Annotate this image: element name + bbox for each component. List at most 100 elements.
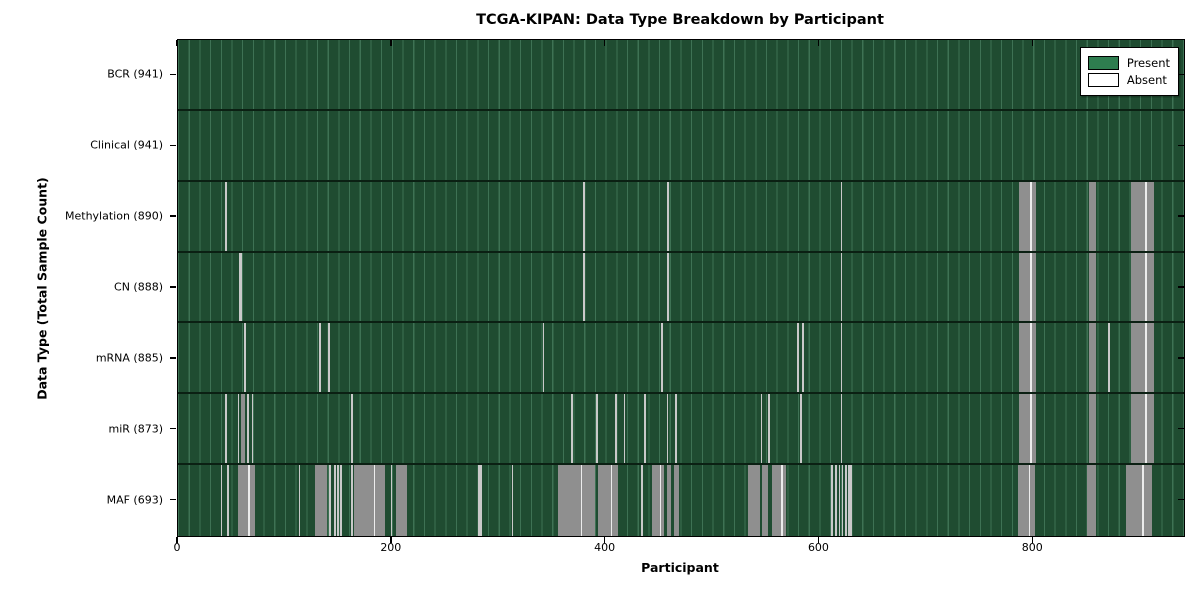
absent-stripe <box>845 465 847 536</box>
absent-stripe <box>237 465 255 536</box>
absent-stripe-highlight <box>659 465 662 536</box>
y-tick-label-bcr: BCR (941) <box>107 67 163 81</box>
absent-stripe <box>644 394 646 464</box>
absent-stripe <box>1019 323 1037 393</box>
x-tick-mark-top <box>817 40 820 46</box>
y-tick-mark-right <box>1178 498 1184 501</box>
absent-stripe <box>800 394 802 464</box>
y-tick-label-maf: MAF (693) <box>106 493 163 507</box>
absent-stripe-highlight <box>610 465 613 536</box>
x-tick-mark-top <box>176 40 178 46</box>
heatmap-row-maf <box>178 465 1184 536</box>
absent-stripe <box>666 465 671 536</box>
absent-stripe-highlight <box>1145 252 1147 322</box>
absent-stripe <box>225 181 228 251</box>
absent-stripe-highlight <box>248 465 251 536</box>
absent-stripe <box>841 465 844 536</box>
y-tick-mark-left <box>170 144 176 147</box>
absent-stripe <box>1088 181 1097 251</box>
absent-stripe <box>1130 252 1155 322</box>
absent-stripe <box>802 323 805 393</box>
absent-stripe <box>241 394 246 464</box>
heatmap-row-mir <box>178 394 1184 466</box>
absent-stripe <box>327 323 330 393</box>
absent-stripe-highlight <box>1029 323 1032 393</box>
y-tick-mark-right <box>1178 286 1184 288</box>
x-tick-mark-bottom <box>176 537 178 543</box>
absent-stripe <box>768 394 770 464</box>
absent-stripe <box>674 465 680 536</box>
absent-stripe <box>772 465 787 536</box>
x-tick-mark-bottom <box>817 537 820 543</box>
y-tick-mark-left <box>170 286 176 288</box>
absent-stripe <box>747 465 760 536</box>
absent-stripe <box>583 181 586 251</box>
heatmap-row-cn <box>178 252 1184 324</box>
x-tick-mark-bottom <box>603 537 606 543</box>
absent-stripe-highlight <box>373 465 376 536</box>
absent-stripe <box>848 465 852 536</box>
chart-title: TCGA-KIPAN: Data Type Breakdown by Parti… <box>476 12 884 28</box>
absent-stripe <box>666 252 669 322</box>
absent-stripe <box>1088 394 1097 464</box>
absent-stripe <box>840 394 843 464</box>
absent-stripe <box>354 465 386 536</box>
x-tick-label-400: 400 <box>594 541 616 554</box>
x-tick-label-0: 0 <box>173 541 181 554</box>
absent-stripe <box>1130 323 1155 393</box>
absent-stripe-highlight <box>1145 394 1147 464</box>
absent-stripe <box>1088 252 1097 322</box>
absent-stripe <box>314 465 327 536</box>
absent-stripe <box>328 465 331 536</box>
y-tick-label-clinical: Clinical (941) <box>90 138 163 152</box>
heatmap-row-methylation <box>178 181 1184 253</box>
absent-stripe <box>796 323 800 393</box>
absent-swatch-icon <box>1087 73 1119 87</box>
legend-label-absent: Absent <box>1126 72 1167 87</box>
absent-stripe <box>351 465 353 536</box>
absent-stripe <box>511 465 514 536</box>
absent-stripe <box>1019 181 1037 251</box>
x-tick-label-800: 800 <box>1021 541 1043 554</box>
x-axis-label: Participant <box>641 560 719 575</box>
present-swatch-icon <box>1087 56 1119 70</box>
heatmap-row-mrna <box>178 323 1184 395</box>
x-tick-mark-bottom <box>1031 537 1033 543</box>
y-tick-mark-right <box>1178 357 1184 359</box>
absent-stripe <box>340 465 343 536</box>
absent-stripe <box>760 394 763 464</box>
y-tick-mark-left <box>170 498 176 501</box>
absent-stripe-highlight <box>1145 181 1147 251</box>
absent-stripe <box>247 394 250 464</box>
absent-stripe <box>666 181 669 251</box>
absent-stripe <box>675 394 677 464</box>
absent-stripe <box>623 394 626 464</box>
y-tick-mark-left <box>170 215 176 217</box>
absent-stripe <box>838 465 841 536</box>
x-tick-label-200: 200 <box>380 541 402 554</box>
absent-stripe <box>319 323 322 393</box>
x-tick-mark-top <box>1031 40 1033 46</box>
legend-label-present: Present <box>1126 55 1170 70</box>
y-tick-label-mrna: mRNA (885) <box>95 351 163 365</box>
absent-stripe <box>227 465 229 536</box>
absent-stripe <box>1130 394 1155 464</box>
absent-stripe-highlight <box>1028 465 1031 536</box>
absent-stripe <box>1019 394 1037 464</box>
x-tick-mark-bottom <box>390 537 392 543</box>
absent-stripe <box>351 394 353 464</box>
absent-stripe-highlight <box>1029 181 1032 251</box>
y-tick-mark-right <box>1178 215 1184 217</box>
absent-stripe <box>478 465 482 536</box>
absent-stripe <box>1018 465 1036 536</box>
legend: Present Absent <box>1079 47 1179 96</box>
absent-stripe <box>557 465 595 536</box>
heatmap-row-clinical <box>178 110 1184 182</box>
absent-stripe <box>596 394 598 464</box>
absent-stripe <box>238 252 243 322</box>
plot-area: Present Absent <box>177 39 1185 537</box>
absent-stripe-highlight <box>580 465 583 536</box>
absent-stripe <box>225 394 227 464</box>
absent-stripe <box>761 465 769 536</box>
